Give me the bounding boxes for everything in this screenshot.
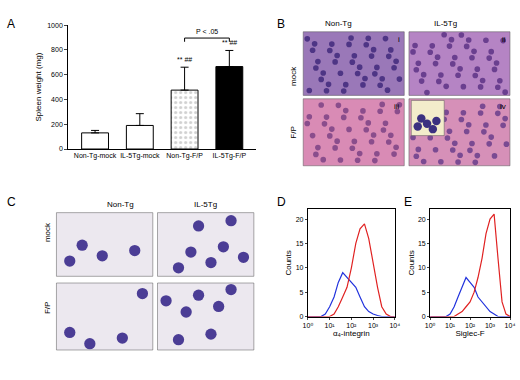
svg-text:iii: iii — [394, 102, 400, 111]
svg-text:ii: ii — [502, 35, 506, 44]
svg-text:15: 15 — [296, 240, 304, 247]
svg-text:0: 0 — [300, 313, 304, 320]
svg-text:D: D — [277, 195, 286, 209]
svg-text:F/P: F/P — [43, 302, 52, 314]
svg-text:1000: 1000 — [47, 22, 63, 29]
svg-text:P < .05: P < .05 — [196, 28, 218, 35]
svg-text:A: A — [7, 17, 15, 31]
svg-text:iv: iv — [500, 102, 506, 111]
svg-text:Counts: Counts — [284, 250, 293, 275]
svg-text:10²: 10² — [465, 322, 476, 329]
svg-text:10¹: 10¹ — [445, 322, 456, 329]
svg-text:mock: mock — [43, 222, 52, 242]
svg-text:10⁴: 10⁴ — [389, 322, 400, 329]
svg-text:Counts: Counts — [407, 250, 416, 275]
svg-text:10: 10 — [296, 264, 304, 271]
svg-text:800: 800 — [51, 46, 63, 53]
svg-text:20: 20 — [418, 216, 426, 223]
svg-text:0: 0 — [59, 145, 63, 152]
svg-text:200: 200 — [51, 121, 63, 128]
svg-text:Siglec-F: Siglec-F — [455, 329, 484, 338]
svg-text:Non-Tg-F/P: Non-Tg-F/P — [166, 152, 203, 160]
svg-text:B: B — [277, 17, 285, 31]
svg-text:Spleen weight (mg): Spleen weight (mg) — [34, 52, 43, 121]
svg-text:IL-5Tg-F/P: IL-5Tg-F/P — [213, 152, 247, 160]
svg-text:** ##: ** ## — [177, 56, 192, 63]
svg-text:10¹: 10¹ — [325, 322, 336, 329]
svg-text:0: 0 — [422, 313, 426, 320]
svg-text:α₄-integrin: α₄-integrin — [333, 329, 370, 338]
svg-text:10: 10 — [418, 264, 426, 271]
svg-text:10³: 10³ — [485, 322, 496, 329]
svg-text:Non-Tg: Non-Tg — [325, 19, 352, 28]
svg-text:** ##: ** ## — [222, 39, 237, 46]
svg-text:5: 5 — [422, 289, 426, 296]
svg-text:IL-5Tg-mock: IL-5Tg-mock — [120, 152, 160, 160]
svg-text:IL-5Tg: IL-5Tg — [434, 19, 457, 28]
svg-text:F/P: F/P — [289, 126, 298, 138]
svg-text:400: 400 — [51, 96, 63, 103]
svg-text:E: E — [404, 195, 412, 209]
svg-text:mock: mock — [289, 66, 298, 86]
svg-text:10²: 10² — [346, 322, 357, 329]
svg-text:20: 20 — [296, 216, 304, 223]
svg-text:10³: 10³ — [368, 322, 379, 329]
svg-text:10⁰: 10⁰ — [425, 322, 436, 329]
svg-text:10⁰: 10⁰ — [303, 322, 314, 329]
svg-text:15: 15 — [418, 240, 426, 247]
svg-text:IL-5Tg: IL-5Tg — [194, 200, 217, 209]
svg-text:Non-Tg: Non-Tg — [107, 200, 134, 209]
svg-text:10⁴: 10⁴ — [505, 322, 516, 329]
svg-text:600: 600 — [51, 71, 63, 78]
svg-text:Non-Tg-mock: Non-Tg-mock — [74, 152, 117, 160]
svg-text:5: 5 — [300, 289, 304, 296]
svg-text:C: C — [7, 195, 16, 209]
svg-text:i: i — [398, 35, 400, 44]
